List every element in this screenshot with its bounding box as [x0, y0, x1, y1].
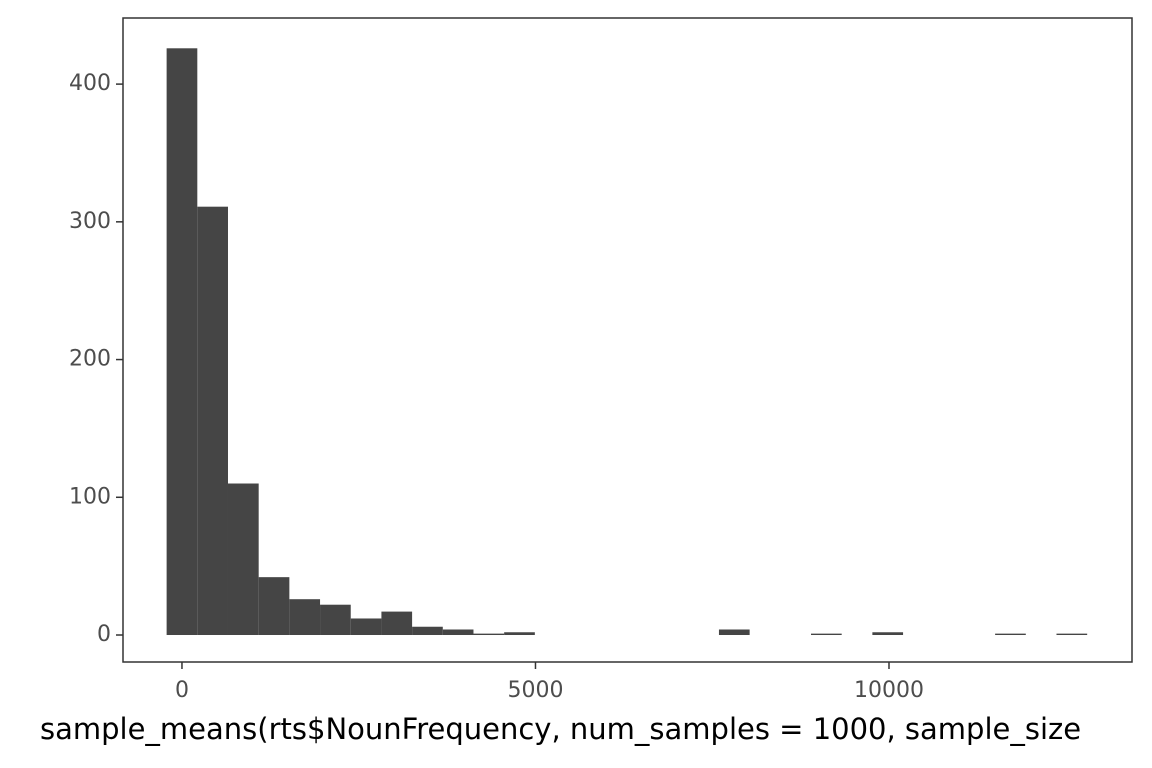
- bar: [289, 599, 321, 636]
- x-tick-label: 10000: [854, 678, 924, 703]
- x-tick-label: 0: [175, 678, 189, 703]
- y-tick-label: 100: [69, 484, 111, 509]
- bar: [350, 618, 382, 636]
- bar: [412, 626, 443, 636]
- bar: [995, 633, 1026, 636]
- bar: [197, 206, 228, 636]
- y-tick-label: 0: [97, 622, 111, 647]
- bar: [258, 577, 290, 636]
- y-tick-label: 400: [69, 71, 111, 96]
- bar: [872, 632, 904, 636]
- bar: [811, 633, 842, 636]
- bar: [381, 611, 413, 636]
- bar: [227, 483, 259, 636]
- y-tick-label: 300: [69, 209, 111, 234]
- y-tick-label: 200: [69, 347, 111, 372]
- bar: [166, 48, 198, 636]
- bar: [504, 632, 535, 636]
- x-tick-label: 5000: [507, 678, 563, 703]
- panel-border: [122, 17, 1133, 663]
- bar: [1056, 633, 1088, 636]
- x-axis-title: sample_means(rts$NounFrequency, num_samp…: [40, 712, 1081, 746]
- bar: [442, 629, 474, 636]
- bar: [320, 604, 351, 636]
- bar: [718, 629, 750, 636]
- bar: [473, 633, 505, 636]
